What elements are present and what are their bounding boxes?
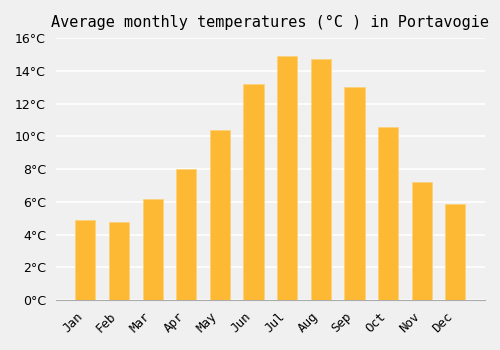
Bar: [412, 182, 432, 300]
Bar: [244, 84, 264, 300]
Bar: [344, 87, 364, 300]
Bar: [277, 56, 297, 300]
Title: Average monthly temperatures (°C ) in Portavogie: Average monthly temperatures (°C ) in Po…: [52, 15, 490, 30]
Bar: [109, 222, 129, 300]
Bar: [310, 60, 331, 300]
Bar: [142, 199, 163, 300]
Bar: [210, 130, 230, 300]
Bar: [446, 204, 466, 300]
Bar: [75, 220, 96, 300]
Bar: [378, 127, 398, 300]
Bar: [176, 169, 197, 300]
